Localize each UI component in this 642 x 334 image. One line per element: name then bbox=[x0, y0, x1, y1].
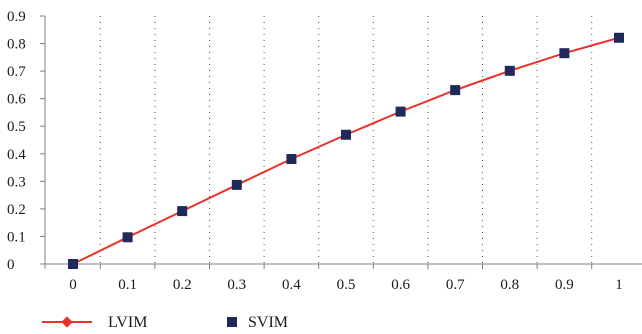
x-tick-label: 0.3 bbox=[227, 277, 246, 293]
svim-point bbox=[504, 65, 515, 76]
svim-point bbox=[559, 48, 570, 59]
svim-point bbox=[395, 106, 406, 117]
x-tick-label: 0.7 bbox=[446, 277, 465, 293]
x-tick-label: 0.6 bbox=[391, 277, 410, 293]
x-tick-label: 0.8 bbox=[500, 277, 519, 293]
legend: LVIM SVIM bbox=[42, 314, 288, 331]
x-tick-label: 0.5 bbox=[337, 277, 356, 293]
svim-point bbox=[122, 232, 133, 243]
x-tick-label: 0.1 bbox=[118, 277, 137, 293]
series-svim bbox=[68, 32, 624, 269]
y-tick-label: 0.5 bbox=[7, 119, 26, 135]
svim-point bbox=[177, 206, 188, 217]
svim-point bbox=[286, 154, 297, 165]
svim-point bbox=[614, 32, 624, 43]
legend-item-svim: SVIM bbox=[227, 314, 288, 331]
x-tick-label: 0 bbox=[69, 277, 77, 293]
series-lvim bbox=[68, 32, 624, 269]
y-tick-label: 0.1 bbox=[7, 229, 26, 245]
y-tick-label: 0 bbox=[7, 257, 15, 273]
svim-point bbox=[68, 259, 78, 269]
y-tick-label: 0.3 bbox=[7, 174, 26, 190]
legend-svim-label: SVIM bbox=[248, 314, 288, 331]
y-tick-label: 0.4 bbox=[7, 147, 26, 163]
legend-svim-square-icon bbox=[227, 317, 237, 327]
y-tick-label: 0.2 bbox=[7, 202, 26, 218]
legend-item-lvim: LVIM bbox=[42, 314, 147, 331]
grid-lines bbox=[99, 16, 593, 264]
legend-lvim-diamond-icon bbox=[61, 316, 73, 328]
svim-point bbox=[341, 129, 351, 140]
x-tick-label: 0.4 bbox=[282, 277, 301, 293]
legend-lvim-label: LVIM bbox=[108, 314, 147, 331]
x-axis-tick-labels: 0 0.1 0.2 0.3 0.4 0.5 0.6 0.7 0.8 0.9 1 bbox=[69, 277, 623, 293]
svim-point bbox=[450, 85, 461, 96]
svim-point bbox=[231, 179, 242, 190]
y-axis-tick-labels: 0 0.1 0.2 0.3 0.4 0.5 0.6 0.7 0.8 0.9 bbox=[7, 9, 26, 273]
lvim-line bbox=[72, 36, 620, 265]
x-tick-label: 0.9 bbox=[555, 277, 574, 293]
x-tick-label: 1 bbox=[615, 277, 623, 293]
axes bbox=[40, 15, 642, 269]
y-tick-label: 0.6 bbox=[7, 92, 26, 108]
x-tick-label: 0.2 bbox=[173, 277, 192, 293]
y-tick-label: 0.7 bbox=[7, 64, 26, 80]
y-tick-label: 0.9 bbox=[7, 9, 26, 25]
y-tick-label: 0.8 bbox=[7, 37, 26, 53]
